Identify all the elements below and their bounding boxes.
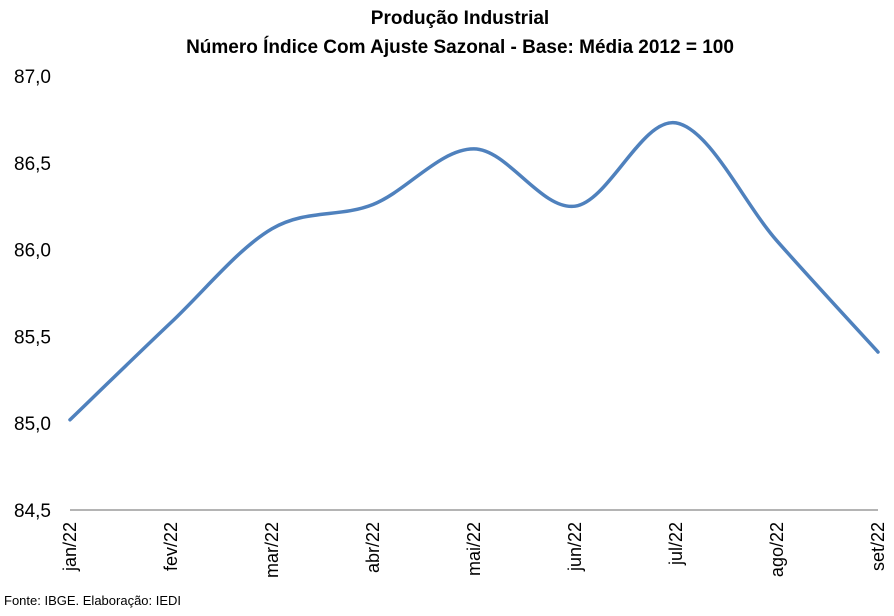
y-tick-label: 85,5 [14, 327, 51, 348]
x-tick-label: fev/22 [161, 522, 181, 571]
series-line [68, 121, 880, 422]
y-tick-label: 87,0 [14, 67, 51, 88]
x-tick-label: ago/22 [767, 522, 787, 577]
chart-subtitle: Número Índice Com Ajuste Sazonal - Base:… [186, 36, 734, 58]
y-tick-label: 86,0 [14, 241, 51, 262]
x-tick-label: set/22 [868, 522, 888, 571]
y-tick-label: 84,5 [14, 501, 51, 522]
y-axis-tick-labels: 87,0 86,5 86,0 85,5 85,0 84,5 [14, 67, 51, 522]
x-tick-label: jan/22 [60, 522, 80, 572]
x-axis-tick-labels: jan/22 fev/22 mar/22 abr/22 mai/22 jun/22 jul/… [60, 522, 888, 578]
x-tick-label: jul/22 [666, 522, 686, 566]
y-tick-label: 86,5 [14, 154, 51, 175]
x-tick-label: mai/22 [464, 522, 484, 576]
chart-title: Produção Industrial [371, 8, 549, 29]
y-tick-label: 85,0 [14, 414, 51, 435]
source-note: Fonte: IBGE. Elaboração: IEDI [4, 593, 182, 608]
x-tick-label: jun/22 [565, 522, 585, 572]
x-tick-label: abr/22 [363, 522, 383, 573]
x-tick-label: mar/22 [262, 522, 282, 578]
